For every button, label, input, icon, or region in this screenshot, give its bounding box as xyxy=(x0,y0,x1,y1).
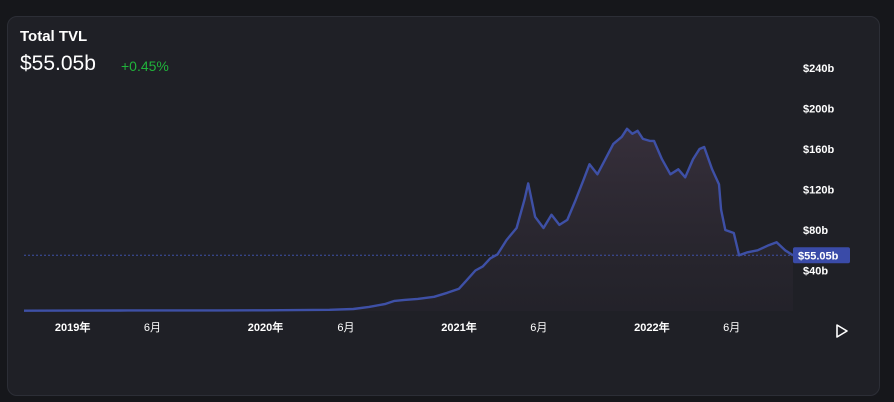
play-button[interactable] xyxy=(832,321,852,341)
y-tick-label: $80b xyxy=(803,225,828,237)
y-tick-label: $120b xyxy=(803,185,834,197)
x-tick-label: 6月 xyxy=(144,322,161,334)
x-tick-label: 6月 xyxy=(337,322,354,334)
x-tick-label: 2019年 xyxy=(55,320,90,334)
tvl-series-line xyxy=(23,127,794,312)
x-tick-label: 6月 xyxy=(530,322,547,334)
y-tick-label: $40b xyxy=(803,266,828,278)
x-tick-label: 2021年 xyxy=(441,320,476,334)
y-tick-label: $200b xyxy=(803,104,834,116)
y-tick-label: $240b xyxy=(803,63,834,75)
tvl-chart-card xyxy=(7,16,880,396)
x-tick-label: 2020年 xyxy=(248,320,283,334)
play-icon xyxy=(836,324,848,338)
tvl-area-fill xyxy=(24,128,793,311)
current-value-badge xyxy=(793,247,850,264)
current-value-label: $55.05b xyxy=(798,250,839,262)
x-tick-label: 2022年 xyxy=(634,320,669,334)
y-tick-label: $160b xyxy=(803,144,834,156)
x-tick-label: 6月 xyxy=(723,322,740,334)
tvl-change-percent: +0.45% xyxy=(121,58,169,74)
chart-title: Total TVL xyxy=(20,28,88,45)
total-tvl-value: $55.05b xyxy=(20,52,96,75)
